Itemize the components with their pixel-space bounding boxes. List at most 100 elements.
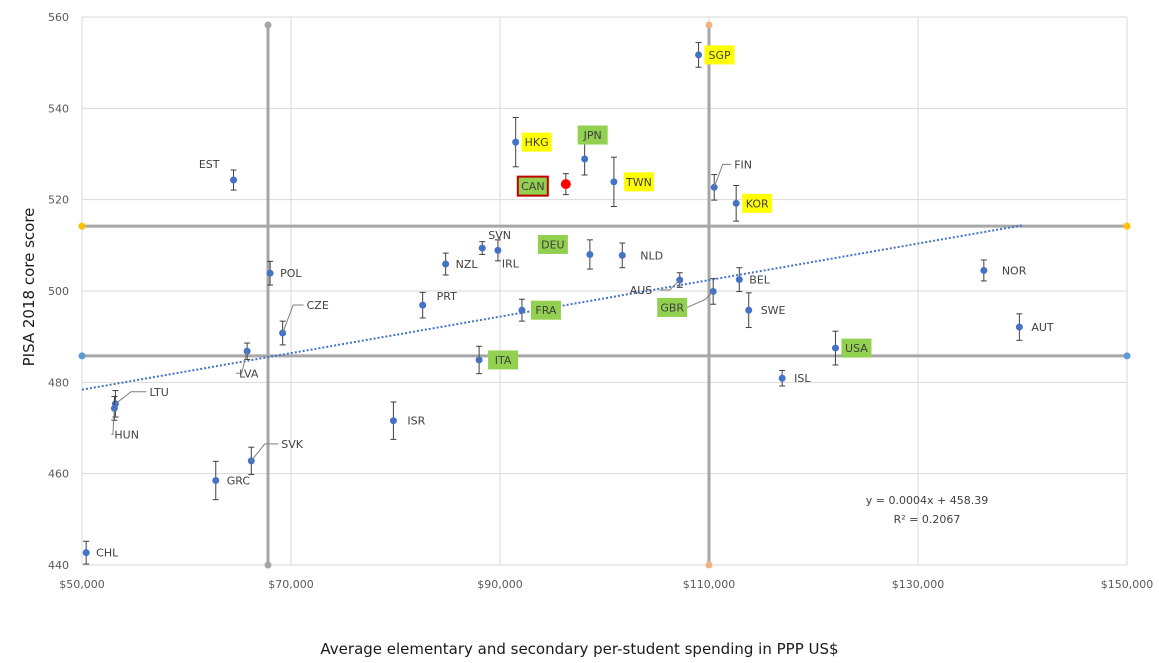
data-points: CHL EST POL CZE LVA LTU HUN GRC SVK ISR PRT NZL SVN I…: [82, 42, 1054, 565]
point-marker: [419, 301, 427, 309]
data-point-aus: AUS: [630, 272, 684, 297]
x-tick-label: $90,000: [477, 578, 523, 591]
data-point-usa: USA: [831, 330, 872, 366]
reference-line-end-marker: [264, 21, 272, 29]
point-label: SVK: [281, 438, 304, 451]
label-leader-line: [236, 351, 248, 374]
point-marker: [732, 199, 740, 207]
point-label: NOR: [1002, 264, 1027, 277]
point-label: LTU: [149, 386, 168, 399]
data-point-jpn: JPN: [577, 125, 608, 176]
label-leader-line: [713, 163, 732, 188]
point-label: SWE: [761, 304, 786, 317]
data-point-svn: SVN: [478, 229, 511, 255]
point-label-background: [623, 172, 654, 192]
data-point-chl: CHL: [82, 540, 119, 565]
data-point-ltu: LTU: [111, 386, 169, 418]
point-label: CZE: [307, 299, 329, 312]
data-point-fin: FIN: [710, 158, 752, 201]
point-marker: [980, 266, 988, 274]
point-marker: [230, 176, 238, 184]
point-label: SVN: [488, 229, 511, 242]
data-point-est: EST: [199, 158, 238, 191]
label-leader-line: [111, 408, 115, 435]
scatter-chart: 440 460 480 500 520 540 560 $50,000 $70,000 $90,0…: [48, 11, 1153, 591]
y-tick-label: 560: [48, 11, 69, 24]
point-label-background: [742, 193, 773, 213]
x-tick-label: $70,000: [268, 578, 314, 591]
point-marker: [778, 374, 786, 382]
data-point-ita: ITA: [475, 345, 519, 375]
y-tick-label: 480: [48, 376, 69, 389]
point-marker: [442, 260, 450, 268]
data-point-swe: SWE: [745, 292, 786, 329]
point-marker: [494, 246, 502, 254]
point-marker: [518, 306, 526, 314]
point-label: DEU: [541, 238, 564, 251]
data-point-lva: LVA: [236, 342, 259, 380]
point-marker: [512, 138, 520, 146]
reference-line-end-marker: [705, 561, 713, 569]
data-point-nld: NLD: [618, 242, 663, 269]
point-marker: [1015, 323, 1023, 331]
data-point-cze: CZE: [279, 299, 329, 346]
data-point-grc: GRC: [212, 460, 251, 501]
reference-line-end-marker: [78, 222, 86, 230]
point-label-background: [577, 125, 608, 145]
y-tick-label: 500: [48, 285, 69, 298]
data-point-deu: DEU: [537, 234, 594, 270]
data-point-bel: BEL: [735, 267, 771, 292]
data-point-isl: ISL: [778, 369, 811, 387]
point-label: AUT: [1031, 321, 1054, 334]
trendline-equation-text: y = 0.0004x + 458.39: [866, 494, 988, 507]
point-label: SGP: [708, 49, 731, 62]
point-label-background: [530, 300, 561, 320]
data-point-hun: HUN: [110, 395, 139, 441]
data-point-irl: IRL: [494, 239, 520, 270]
point-marker: [735, 276, 743, 284]
point-label: LVA: [239, 367, 259, 380]
reference-line-end-marker: [1123, 222, 1131, 230]
data-point-twn: TWN: [610, 156, 654, 208]
point-label: FIN: [734, 158, 752, 171]
reference-line-end-marker: [264, 561, 272, 569]
point-label: NZL: [456, 258, 479, 271]
data-point-gbr: GBR: [657, 278, 717, 317]
point-label-background: [841, 338, 872, 358]
x-axis-title: Average elementary and secondary per-stu…: [320, 640, 839, 658]
point-label: EST: [199, 158, 220, 171]
data-point-can: CAN: [516, 173, 571, 197]
point-label: PRT: [437, 290, 457, 303]
point-label: KOR: [746, 197, 769, 210]
point-label-background: [521, 132, 552, 152]
data-point-kor: KOR: [732, 185, 773, 222]
data-point-prt: PRT: [419, 290, 457, 319]
point-marker: [618, 251, 626, 259]
data-point-aut: AUT: [1015, 313, 1054, 341]
label-leader-line: [686, 291, 714, 308]
point-label: FRA: [535, 304, 557, 317]
data-point-fra: FRA: [518, 298, 561, 322]
point-label: TWN: [625, 176, 652, 189]
point-marker: [560, 179, 571, 190]
point-marker: [831, 344, 839, 352]
point-marker: [266, 269, 274, 277]
reference-line-end-marker: [78, 352, 86, 360]
point-label: ITA: [495, 354, 512, 367]
label-leader-line: [282, 304, 304, 334]
point-label: GRC: [227, 475, 251, 488]
point-marker: [745, 306, 753, 314]
point-marker: [610, 178, 618, 186]
point-label: CAN: [521, 180, 544, 193]
axis-tick-labels: 440 460 480 500 520 540 560 $50,000 $70,000 $90,0…: [48, 11, 1153, 591]
point-label: ISR: [407, 415, 425, 428]
point-marker: [82, 549, 90, 557]
x-tick-label: $50,000: [59, 578, 105, 591]
x-tick-label: $110,000: [683, 578, 736, 591]
y-tick-label: 460: [48, 468, 69, 481]
point-marker: [389, 417, 397, 425]
point-label: CHL: [96, 547, 119, 560]
data-point-nzl: NZL: [442, 252, 479, 276]
y-tick-label: 540: [48, 102, 69, 115]
reference-line-end-marker: [1123, 352, 1131, 360]
